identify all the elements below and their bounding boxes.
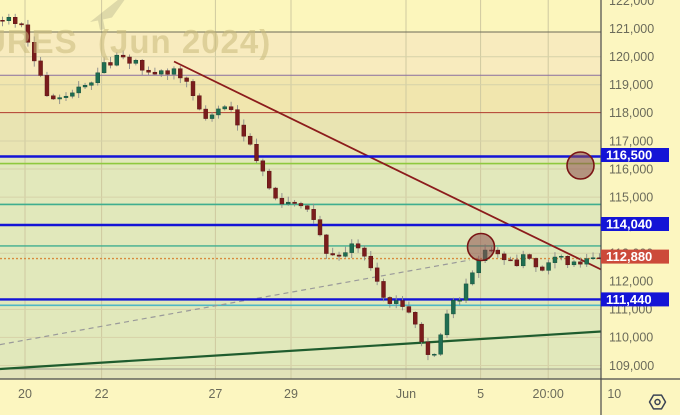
svg-text:112,000: 112,000 [609, 275, 653, 289]
svg-text:109,000: 109,000 [609, 359, 654, 373]
svg-text:29: 29 [284, 387, 298, 401]
svg-text:111,440: 111,440 [606, 292, 652, 307]
svg-text:119,000: 119,000 [609, 78, 653, 92]
svg-text:116,500: 116,500 [606, 148, 652, 163]
svg-text:27: 27 [208, 387, 222, 401]
svg-text:20:00: 20:00 [533, 387, 564, 401]
svg-text:Jun: Jun [396, 387, 416, 401]
svg-text:117,000: 117,000 [609, 134, 653, 148]
svg-text:122,000: 122,000 [609, 0, 654, 8]
svg-text:121,000: 121,000 [609, 22, 654, 36]
svg-text:120,000: 120,000 [609, 50, 654, 64]
svg-text:112,880: 112,880 [606, 249, 652, 264]
svg-text:116,000: 116,000 [609, 162, 653, 176]
svg-text:115,000: 115,000 [609, 190, 653, 204]
svg-text:114,040: 114,040 [606, 217, 652, 232]
svg-text:URES (Jun 2024): URES (Jun 2024) [0, 23, 271, 60]
svg-text:10: 10 [607, 387, 621, 401]
svg-text:110,000: 110,000 [609, 331, 653, 345]
svg-text:22: 22 [95, 387, 109, 401]
svg-text:20: 20 [18, 387, 32, 401]
svg-text:5: 5 [477, 387, 484, 401]
svg-text:118,000: 118,000 [609, 106, 653, 120]
